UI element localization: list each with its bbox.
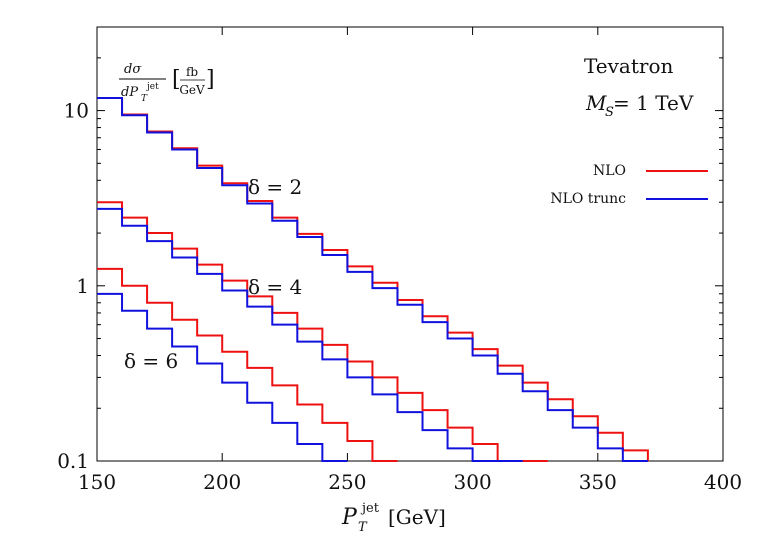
ticks-layer: 150 200 250 300 350 400 10 1 0.1 <box>57 27 742 494</box>
ylabel-unit-num: fb <box>186 65 198 79</box>
ylabel-num: dσ <box>124 62 142 77</box>
series-line-nlo-4 <box>97 267 398 462</box>
x-tick-label: 150 <box>78 470 116 494</box>
collider-label: Tevatron <box>584 54 673 78</box>
ylabel-den-sup: jet <box>146 82 159 92</box>
legend: NLO NLO trunc <box>550 163 708 207</box>
mass-value: = 1 TeV <box>613 91 694 115</box>
mass-sub: S <box>605 105 614 120</box>
ylabel-unit-den: GeV <box>179 83 205 97</box>
y-tick-label: 10 <box>64 99 89 123</box>
xlabel-unit: [GeV] <box>388 505 446 529</box>
legend-label-nlo: NLO <box>593 163 626 179</box>
legend-label-nlo-trunc: NLO trunc <box>550 191 626 207</box>
y-axis-label: dσ dP T jet [ fb GeV ] <box>119 62 215 104</box>
delta6-label: δ = 6 <box>124 349 178 373</box>
series-line-nlo-trunc-1 <box>97 96 648 462</box>
x-tick-label: 300 <box>454 470 492 494</box>
ylabel-bracket-open: [ <box>172 67 181 92</box>
x-axis-label: P T jet [GeV] <box>341 501 446 535</box>
delta4-label: δ = 4 <box>248 275 302 299</box>
xlabel-sup: jet <box>360 501 380 516</box>
x-tick-label: 400 <box>704 470 742 494</box>
ylabel-den: dP <box>121 85 138 100</box>
x-tick-label: 200 <box>203 470 241 494</box>
series-line-nlo-trunc-3 <box>97 207 523 462</box>
series-layer <box>97 96 649 462</box>
y-tick-label: 1 <box>76 274 89 298</box>
xlabel-sub: T <box>358 520 368 535</box>
y-tick-label: 0.1 <box>57 449 89 473</box>
xlabel-symbol: P <box>341 505 358 530</box>
delta2-label: δ = 2 <box>248 175 302 199</box>
x-tick-label: 350 <box>579 470 617 494</box>
series-line-nlo-trunc-5 <box>97 292 348 462</box>
plot-frame <box>96 26 724 462</box>
mass-symbol: M <box>585 91 607 115</box>
x-tick-label: 250 <box>328 470 366 494</box>
mass-label: M S = 1 TeV <box>585 91 694 120</box>
ylabel-bracket-close: ] <box>206 67 215 92</box>
ylabel-den-sub: T <box>141 94 148 104</box>
